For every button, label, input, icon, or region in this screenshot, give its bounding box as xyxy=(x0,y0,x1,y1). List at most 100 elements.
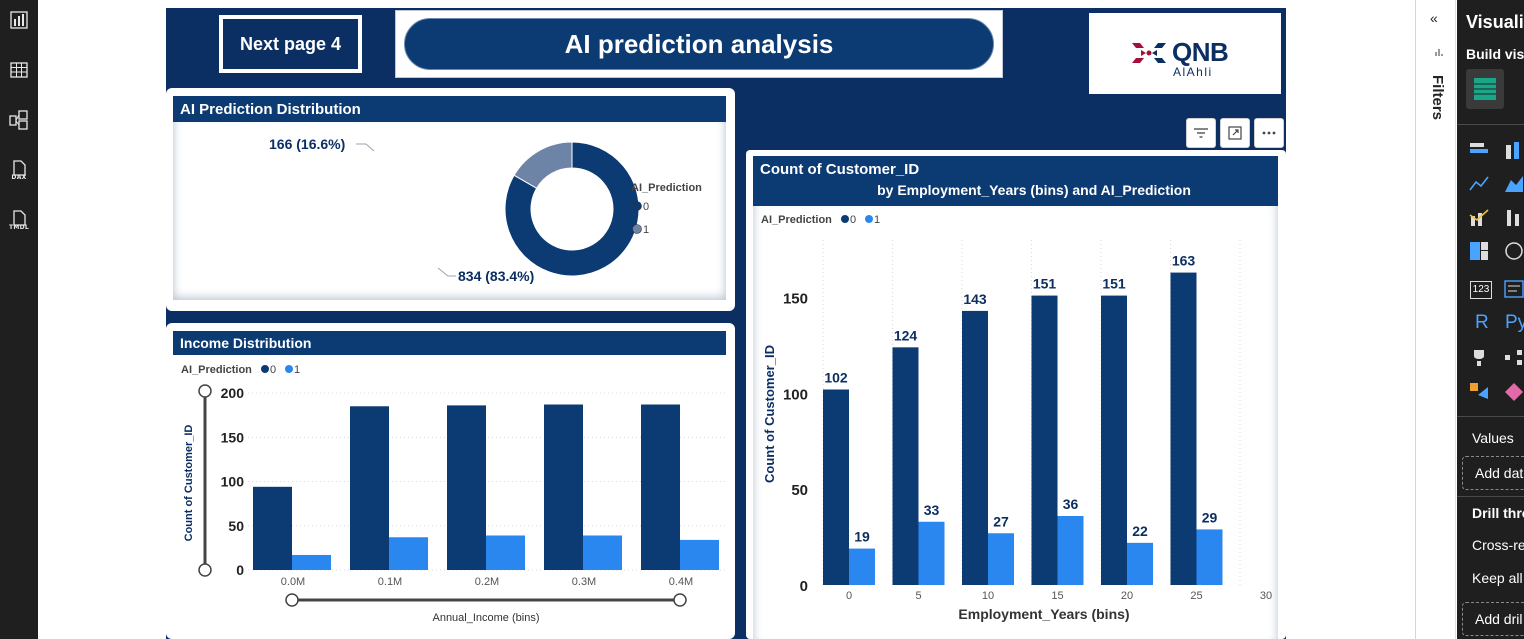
focus-mode-icon[interactable] xyxy=(1220,118,1250,148)
drill-through-label: Drill thro xyxy=(1472,505,1524,521)
income-chart: AI_Prediction 0 1 0 50 100 150 200 0.0M 0.1M 0… xyxy=(181,364,726,624)
employment-y-tick-label: 150 xyxy=(783,291,808,308)
employment-title: Count of Customer_ID xyxy=(760,161,920,178)
employment-data-label-0: 163 xyxy=(1172,253,1196,269)
multi-row-card-icon[interactable] xyxy=(1503,278,1524,300)
visual-toolbar xyxy=(1186,118,1285,148)
dax-query-icon[interactable]: DAX xyxy=(3,154,35,186)
stacked-bar-icon[interactable] xyxy=(1468,139,1490,161)
add-drill-through-field[interactable]: Add dril xyxy=(1462,602,1524,636)
decomposition-tree-icon[interactable] xyxy=(1503,347,1524,369)
employment-x-tick-label: 30 xyxy=(1260,590,1272,602)
employment-data-label-1: 33 xyxy=(924,502,940,518)
income-legend-title: AI_Prediction xyxy=(181,364,252,376)
ribbon-chart-icon[interactable] xyxy=(1503,206,1524,228)
donut-leader-small xyxy=(356,143,375,152)
filter-pane-icon xyxy=(1435,49,1443,56)
smart-narrative-icon[interactable] xyxy=(1503,381,1524,403)
employment-y-tick-label: 50 xyxy=(791,482,808,499)
employment-data-label-0: 151 xyxy=(1033,276,1057,292)
employment-x-tick-label: 25 xyxy=(1190,590,1202,602)
income-y-tick-label: 50 xyxy=(228,518,244,534)
income-y-tick-label: 100 xyxy=(221,474,245,490)
employment-bar-0 xyxy=(962,310,988,585)
income-x-axis-label: Annual_Income (bins) xyxy=(432,612,539,624)
title-box: AI prediction analysis xyxy=(395,10,1003,78)
income-bar-0 xyxy=(253,486,292,570)
income-x-slider-right-handle[interactable] xyxy=(673,593,687,607)
more-options-icon[interactable] xyxy=(1254,118,1284,148)
employment-bar-1 xyxy=(1057,516,1084,585)
donut-visual[interactable]: AI Prediction Distribution 166 (16.6%) 8… xyxy=(166,88,735,311)
employment-bar-1 xyxy=(849,548,875,585)
employment-header: Count of Customer_ID by Employment_Years… xyxy=(753,156,1278,206)
income-bar-1 xyxy=(583,535,622,570)
employment-x-tick-label: 15 xyxy=(1051,590,1063,602)
income-y-slider-bottom-handle[interactable] xyxy=(198,563,212,577)
employment-visual[interactable]: Count of Customer_ID by Employment_Years… xyxy=(746,150,1286,639)
table-view-icon[interactable] xyxy=(3,54,35,86)
treemap-icon[interactable] xyxy=(1468,240,1490,262)
employment-bar-0 xyxy=(1031,295,1058,585)
employment-data-label-1: 36 xyxy=(1063,496,1079,512)
income-y-tick-label: 0 xyxy=(236,562,244,578)
line-chart-icon[interactable] xyxy=(1468,172,1490,194)
tmdl-view-icon[interactable]: TMDL xyxy=(3,204,35,236)
donut-legend-title: AI_Prediction xyxy=(631,182,702,194)
table-visual-icon xyxy=(1474,78,1496,100)
employment-legend-swatch-0 xyxy=(841,215,849,223)
income-legend-label-0: 0 xyxy=(270,364,276,376)
employment-bar-1 xyxy=(988,533,1014,585)
income-legend-swatch-0 xyxy=(261,365,269,373)
page-title: AI prediction analysis xyxy=(404,18,994,70)
qa-visual-icon[interactable] xyxy=(1468,381,1490,403)
employment-bar-1 xyxy=(1127,542,1153,585)
filter-icon[interactable] xyxy=(1186,118,1216,148)
employment-bar-0 xyxy=(823,389,849,585)
visualizations-pane: Visuali Build vis 123 R Py Values Ad xyxy=(1457,0,1524,639)
donut-chart: 166 (16.6%) 834 (83.4%) AI_Prediction 0 … xyxy=(269,136,702,284)
employment-x-tick-label: 20 xyxy=(1121,590,1133,602)
employment-x-tick-label: 10 xyxy=(982,590,994,602)
stacked-column-icon[interactable] xyxy=(1503,139,1524,161)
line-column-icon[interactable] xyxy=(1468,206,1490,228)
report-view-icon[interactable] xyxy=(3,4,35,36)
r-visual-icon[interactable]: R xyxy=(1475,312,1489,333)
key-influencers-icon[interactable] xyxy=(1468,347,1490,369)
donut-legend-swatch-1 xyxy=(632,224,642,234)
income-x-slider-left-handle[interactable] xyxy=(285,593,299,607)
employment-legend-swatch-1 xyxy=(865,215,873,223)
right-pane: « Filters Visuali Build vis 123 R Py xyxy=(1415,0,1524,639)
income-x-tick-label: 0.0M xyxy=(281,576,305,588)
income-bar-0 xyxy=(350,406,389,570)
python-visual-icon[interactable]: Py xyxy=(1505,312,1524,333)
income-legend-swatch-1 xyxy=(285,365,293,373)
employment-bar-0 xyxy=(1170,272,1197,585)
income-visual[interactable]: Income Distribution AI_Prediction 0 1 0 5… xyxy=(166,323,735,639)
next-page-button[interactable]: Next page 4 xyxy=(219,15,362,73)
employment-bar-0 xyxy=(1101,295,1127,585)
filters-pane-collapsed[interactable]: « Filters xyxy=(1416,0,1456,639)
income-title: Income Distribution xyxy=(173,331,726,355)
card-visual-icon[interactable]: 123 xyxy=(1470,281,1492,299)
donut-legend-label-1: 1 xyxy=(643,224,649,236)
map-icon[interactable] xyxy=(1503,240,1524,262)
build-visual-tab[interactable] xyxy=(1466,69,1504,109)
income-x-tick-label: 0.3M xyxy=(572,576,596,588)
donut-label-large: 834 (83.4%) xyxy=(458,268,534,284)
income-bar-0 xyxy=(544,404,583,570)
filters-label: Filters xyxy=(1429,75,1446,121)
area-chart-icon[interactable] xyxy=(1503,172,1524,194)
build-visual-label: Build vis xyxy=(1466,46,1524,62)
income-bar-1 xyxy=(389,537,428,570)
income-x-tick-label: 0.4M xyxy=(669,576,693,588)
donut-leader-large xyxy=(437,267,456,277)
add-data-field[interactable]: Add dat xyxy=(1462,456,1524,490)
income-y-axis-label: Count of Customer_ID xyxy=(183,425,195,542)
income-y-slider-top-handle[interactable] xyxy=(198,384,212,398)
model-view-icon[interactable] xyxy=(3,104,35,136)
collapse-chevron-icon[interactable]: « xyxy=(1430,10,1438,26)
employment-legend-label-1: 1 xyxy=(874,214,880,226)
employment-data-label-0: 102 xyxy=(824,370,848,386)
income-bar-0 xyxy=(447,405,486,570)
